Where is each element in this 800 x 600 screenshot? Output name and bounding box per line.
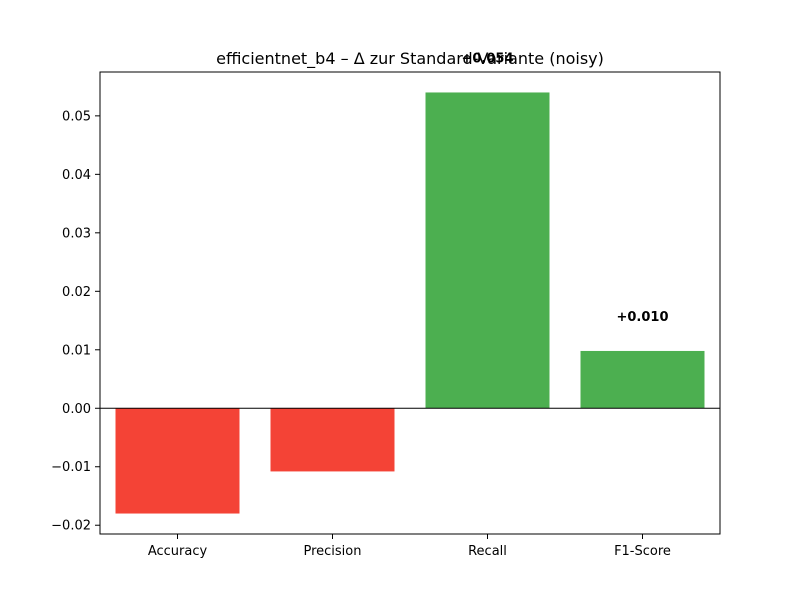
y-tick-label: 0.00 bbox=[62, 402, 91, 417]
bar-precision bbox=[270, 408, 395, 472]
x-tick-label: F1-Score bbox=[614, 544, 671, 559]
plot-frame bbox=[99, 71, 721, 535]
y-axis: −0.02 −0.01 0.00 0.01 0.02 0.03 0.04 0.05 bbox=[51, 109, 100, 534]
x-tick-label: Precision bbox=[303, 544, 361, 559]
bars-group bbox=[115, 92, 705, 514]
data-labels-group: +0.054 +0.010 bbox=[461, 51, 668, 324]
y-tick-label: −0.01 bbox=[51, 460, 91, 475]
bar-recall bbox=[425, 92, 550, 409]
data-label: +0.010 bbox=[616, 310, 668, 325]
bar-f1-score bbox=[580, 350, 705, 409]
y-tick-label: −0.02 bbox=[51, 519, 91, 534]
chart-title: efficientnet_b4 – Δ zur Standard-Variant… bbox=[216, 49, 604, 69]
y-tick-label: 0.03 bbox=[62, 226, 91, 241]
y-tick-label: 0.02 bbox=[62, 285, 91, 300]
y-tick-label: 0.04 bbox=[62, 168, 91, 183]
x-axis: Accuracy Precision Recall F1-Score bbox=[148, 534, 671, 559]
bar-accuracy bbox=[115, 408, 240, 514]
x-tick-label: Accuracy bbox=[148, 544, 208, 559]
y-tick-label: 0.05 bbox=[62, 109, 91, 124]
x-tick-label: Recall bbox=[468, 544, 507, 559]
data-label: +0.054 bbox=[461, 51, 513, 66]
y-tick-label: 0.01 bbox=[62, 343, 91, 358]
